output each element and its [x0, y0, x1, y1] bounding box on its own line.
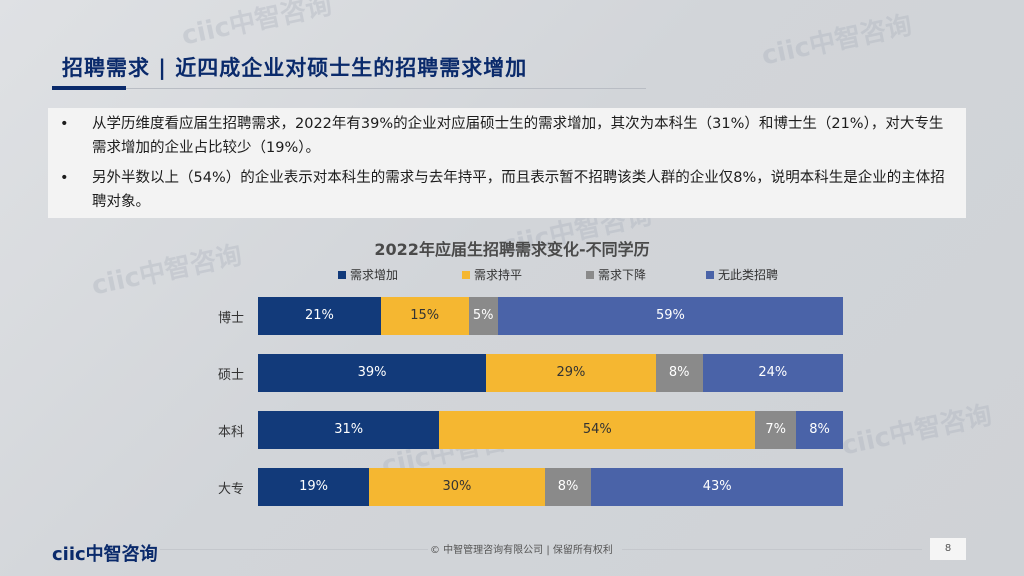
bar-segment — [591, 468, 843, 506]
bar-segment — [258, 468, 370, 506]
data-label: 24% — [758, 365, 788, 380]
category-label: 博士 — [217, 311, 244, 326]
legend-label: 需求增加 — [350, 268, 399, 282]
legend-swatch — [338, 271, 346, 279]
data-label: 8% — [668, 365, 690, 380]
data-label: 29% — [556, 365, 586, 380]
company-logo: ciic中智咨询 — [52, 544, 158, 565]
legend-label: 无此类招聘 — [718, 268, 779, 282]
chart-title: 2022年应届生招聘需求变化-不同学历 — [374, 240, 650, 259]
bar-segment — [369, 468, 545, 506]
bullet-item: • 从学历维度看应届生招聘需求，2022年有39%的企业对应届硕士生的需求增加，… — [60, 112, 954, 160]
copyright-text: © 中智管理咨询有限公司 | 保留所有权利 — [430, 545, 613, 556]
legend-swatch — [586, 271, 594, 279]
bar-segment — [380, 297, 469, 335]
bar-segment — [258, 297, 381, 335]
bar-segment — [796, 411, 843, 449]
legend-item: 需求增加 — [338, 266, 398, 283]
chart-legend: 需求增加 需求持平 需求下降 无此类招聘 — [0, 266, 1024, 284]
bullet-marker: • — [60, 170, 69, 186]
category-label: 本科 — [217, 425, 244, 440]
data-label: 8% — [557, 479, 579, 494]
data-label: 15% — [410, 308, 440, 323]
bullet-text: 从学历维度看应届生招聘需求，2022年有39%的企业对应届硕士生的需求增加，其次… — [92, 116, 944, 156]
data-label: 30% — [442, 479, 472, 494]
data-label: 8% — [809, 422, 830, 437]
bar-segment — [497, 297, 843, 335]
category-label: 大专 — [217, 482, 244, 497]
data-label: 31% — [334, 422, 364, 437]
data-label: 7% — [765, 422, 787, 437]
footer-divider — [622, 549, 922, 550]
bar-segment — [755, 411, 797, 449]
legend-label: 需求持平 — [474, 268, 523, 282]
bar-segment — [486, 354, 656, 392]
bar-segment — [702, 354, 843, 392]
bar-segment — [468, 297, 498, 335]
bullet-marker: • — [60, 116, 69, 132]
summary-box — [48, 108, 966, 218]
data-label: 43% — [702, 479, 732, 494]
title-divider — [126, 88, 646, 89]
data-label: 19% — [299, 479, 329, 494]
bar-segment — [439, 411, 756, 449]
bar-segment — [544, 468, 592, 506]
data-label: 39% — [357, 365, 387, 380]
data-label: 5% — [472, 308, 494, 323]
bar-segment — [258, 411, 440, 449]
title-accent — [52, 86, 126, 90]
page-number: 8 — [930, 538, 966, 560]
data-label: 59% — [655, 308, 685, 323]
bullet-item: • 另外半数以上（54%）的企业表示对本科生的需求与去年持平，而且表示暂不招聘该… — [60, 166, 954, 214]
data-label: 54% — [582, 422, 612, 437]
footer-divider — [160, 549, 428, 550]
bullet-text: 另外半数以上（54%）的企业表示对本科生的需求与去年持平，而且表示暂不招聘该类人… — [92, 170, 945, 210]
legend-item: 无此类招聘 — [706, 266, 778, 283]
bar-segment — [655, 354, 703, 392]
data-label: 21% — [304, 308, 334, 323]
legend-item: 需求下降 — [586, 266, 646, 283]
legend-swatch — [462, 271, 470, 279]
legend-item: 需求持平 — [462, 266, 522, 283]
legend-swatch — [706, 271, 714, 279]
page-title: 招聘需求 | 近四成企业对硕士生的招聘需求增加 — [62, 56, 528, 80]
legend-label: 需求下降 — [598, 268, 647, 282]
bar-segment — [258, 354, 487, 392]
category-label: 硕士 — [217, 368, 244, 383]
